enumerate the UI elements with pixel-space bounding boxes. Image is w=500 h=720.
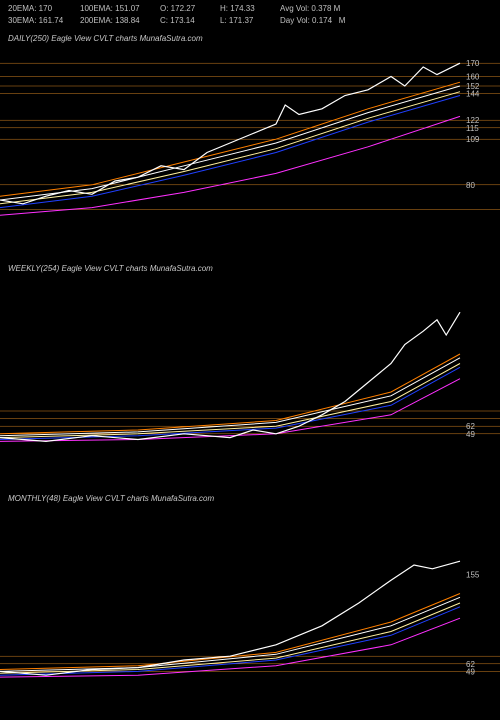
series-ema_a: [0, 354, 460, 434]
header-stat: C: 173.14: [160, 16, 195, 25]
header-stat: 200EMA: 138.84: [80, 16, 140, 25]
header-stat: 30EMA: 161.74: [8, 16, 63, 25]
chart-svg: 1701601521441221151098062491556249: [0, 0, 500, 720]
axis-label: 115: [466, 124, 479, 133]
header-stat: O: 172.27: [160, 4, 195, 13]
axis-label: 155: [466, 571, 480, 580]
series-ema_c: [0, 603, 460, 673]
header-stat: 20EMA: 170: [8, 4, 52, 13]
header-stat: Day Vol: 0.174 M: [280, 16, 345, 25]
header-stat: H: 174.33: [220, 4, 255, 13]
series-price: [0, 561, 460, 675]
panel-title: WEEKLY(254) Eagle View CVLT charts Munaf…: [8, 264, 213, 273]
axis-label: 109: [466, 135, 480, 144]
header-stat: L: 171.37: [220, 16, 253, 25]
panel-title: DAILY(250) Eagle View CVLT charts Munafa…: [8, 34, 203, 43]
chart-root: 170160152144122115109806249155624920EMA:…: [0, 0, 500, 720]
axis-label: 160: [466, 73, 480, 82]
series-ema_b: [0, 597, 460, 671]
axis-label: 80: [466, 181, 475, 190]
axis-label: 144: [466, 90, 480, 99]
header-stat: Avg Vol: 0.378 M: [280, 4, 340, 13]
axis-label: 170: [466, 59, 480, 68]
axis-label: 49: [466, 667, 475, 676]
series-ema_e: [0, 116, 460, 215]
panel-title: MONTHLY(48) Eagle View CVLT charts Munaf…: [8, 494, 214, 503]
series-ema_e: [0, 618, 460, 677]
header-stat: 100EMA: 151.07: [80, 4, 140, 13]
series-ema_d: [0, 607, 460, 675]
series-ema_c: [0, 92, 460, 204]
series-ema_c: [0, 364, 460, 438]
series-price: [0, 312, 460, 441]
axis-label: 49: [466, 430, 475, 439]
